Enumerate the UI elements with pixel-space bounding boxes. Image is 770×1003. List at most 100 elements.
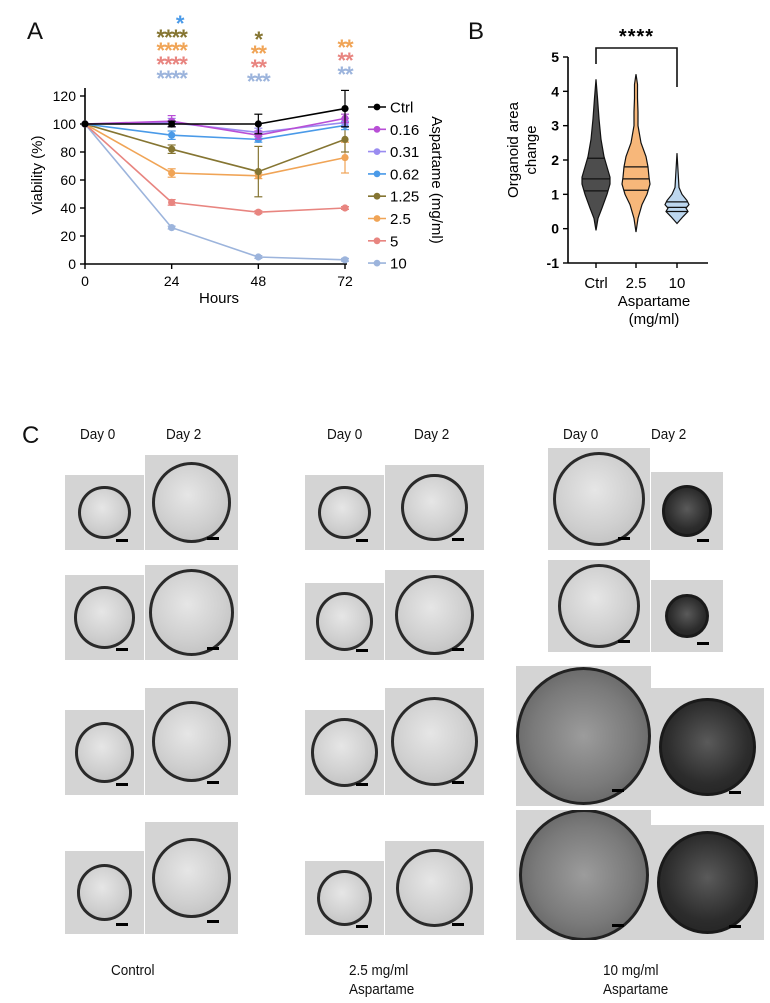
data-point: [168, 169, 176, 177]
micrograph-aspartame-10-day2-row4: [651, 825, 764, 940]
legend-title: Aspartame (mg/ml): [428, 116, 445, 244]
organoid: [557, 563, 641, 649]
micrograph-control-day2-row1: [145, 455, 238, 550]
legend-marker: [373, 125, 381, 133]
x-axis-label: Hours: [199, 290, 239, 307]
y-tick-label: 1: [551, 186, 559, 202]
violin-Ctrl: [581, 79, 611, 231]
legend-label: 0.31: [390, 144, 419, 161]
scale-bar: [697, 642, 709, 645]
scale-bar: [207, 781, 219, 784]
micrograph-aspartame-2-5-day0-row3: [305, 710, 384, 795]
y-tick-label: 80: [60, 144, 76, 160]
scale-bar: [697, 539, 709, 542]
organoid: [151, 701, 232, 782]
y-tick-label: 0: [68, 256, 76, 272]
series-line: [84, 123, 346, 261]
y-tick-label: 3: [551, 118, 559, 134]
legend-item-0.31: 0.31: [368, 144, 419, 161]
scale-bar: [729, 925, 741, 928]
micrograph-aspartame-2-5-day2-row4: [385, 841, 484, 935]
organoid: [310, 718, 379, 787]
micrograph-aspartame-2-5-day0-row4: [305, 861, 384, 935]
significance-stars: **: [251, 41, 268, 66]
micrograph-aspartame-2-5-day2-row2: [385, 570, 484, 660]
data-point: [341, 256, 349, 264]
legend-label: 10: [390, 256, 407, 273]
micrograph-aspartame-10-day2-row1: [651, 472, 723, 550]
data-point: [341, 204, 349, 212]
legend-marker: [373, 237, 381, 245]
data-point: [341, 154, 349, 162]
legend-item-Ctrl: Ctrl: [368, 100, 413, 117]
scale-bar: [207, 537, 219, 540]
y-axis-label: Viability (%): [29, 136, 46, 215]
x-tick-label: 48: [251, 273, 267, 289]
control-day0-header: Day 0: [80, 426, 116, 443]
x-axis-label: Aspartame (mg/ml): [618, 293, 691, 328]
x-tick-label: 24: [164, 273, 180, 289]
caption-line: Aspartame: [349, 981, 415, 998]
scale-bar: [116, 648, 128, 651]
legend-marker: [373, 215, 381, 222]
micrograph-aspartame-10-day0-row4: [516, 810, 651, 940]
micrograph-aspartame-10-day2-row2: [651, 580, 723, 652]
violin-body: [581, 79, 611, 231]
panel-b-label: B: [468, 18, 485, 45]
y-tick-label: 120: [53, 88, 77, 104]
y-tick-label: 2: [551, 152, 559, 168]
scale-bar: [452, 648, 464, 651]
y-tick-label: 100: [53, 116, 77, 132]
significance-stars: **: [337, 62, 354, 87]
legend-item-10: 10: [368, 256, 407, 273]
y-tick-label: 40: [60, 200, 76, 216]
legend-item-2.5: 2.5: [368, 211, 411, 228]
series-10: [81, 120, 349, 264]
micrograph-control-day0-row1: [65, 475, 144, 550]
scale-bar: [452, 781, 464, 784]
legend-item-5: 5: [368, 233, 398, 250]
series-1.25: [81, 120, 349, 198]
scale-bar: [452, 923, 464, 926]
aspartame-10-day0-header: Day 0: [563, 426, 599, 443]
aspartame-2-5-day0-header: Day 0: [327, 426, 363, 443]
data-point: [341, 105, 349, 113]
data-point: [341, 135, 349, 143]
organoid: [518, 810, 649, 940]
series-line: [85, 107, 346, 125]
organoid: [73, 586, 136, 649]
series-line: [84, 123, 346, 173]
organoid: [148, 568, 235, 657]
y-tick-label: 60: [60, 172, 76, 188]
significance-stars: *: [176, 11, 185, 36]
significance-stars: ****: [157, 52, 189, 77]
aspartame-2-5-day2-header: Day 2: [414, 426, 450, 443]
organoid: [553, 452, 645, 546]
y-axis-label: Organoid areachange: [505, 101, 540, 198]
organoid: [395, 848, 474, 928]
y-tick-label: 5: [551, 49, 559, 65]
scale-bar: [612, 924, 624, 927]
data-point: [168, 224, 176, 232]
scale-bar: [618, 537, 630, 540]
scale-bar: [356, 649, 368, 652]
legend-marker: [373, 103, 381, 111]
organoid: [661, 485, 713, 537]
organoid: [659, 698, 756, 796]
scale-bar: [452, 538, 464, 541]
micrograph-aspartame-2-5-day2-row3: [385, 688, 484, 795]
micrograph-control-day0-row4: [65, 851, 144, 934]
significance-stars: ****: [157, 66, 189, 91]
panel-c-label: C: [22, 422, 40, 449]
legend-item-0.62: 0.62: [368, 166, 419, 183]
x-tick-label: Ctrl: [584, 275, 607, 292]
legend-label: 0.16: [390, 122, 419, 139]
organoid: [76, 864, 133, 921]
caption-line: 10 mg/ml: [603, 962, 659, 979]
legend-label: 1.25: [390, 189, 419, 206]
significance-stars: **: [337, 35, 354, 60]
significance-stars: ****: [157, 38, 189, 63]
micrograph-control-day0-row2: [65, 575, 144, 660]
y-tick-label: 20: [60, 228, 76, 244]
